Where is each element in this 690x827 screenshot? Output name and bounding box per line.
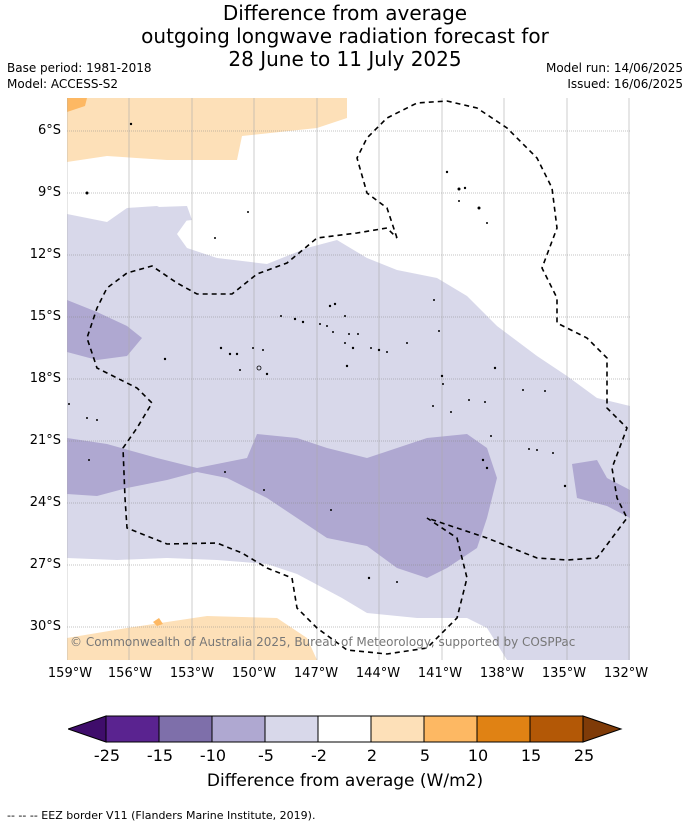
colorbar-tick-label: -2 bbox=[311, 746, 327, 765]
colorbar-tick-label: -25 bbox=[93, 746, 121, 765]
moderate-negative-band bbox=[67, 434, 497, 578]
lon-label-138w: 138°W bbox=[479, 666, 525, 681]
colorbar-tick-label: 2 bbox=[366, 746, 378, 765]
colorbar-segment bbox=[529, 715, 584, 743]
base-period: Base period: 1981-2018 bbox=[7, 61, 152, 75]
lon-label-132w: 132°W bbox=[603, 666, 649, 681]
colorbar-segment bbox=[476, 715, 531, 743]
weak-negative-anomaly-area bbox=[67, 206, 630, 660]
lat-label-27s: 27°S bbox=[29, 557, 61, 572]
colorbar-tick-label: 25 bbox=[573, 746, 595, 765]
meta-right: Model run: 14/06/2025 Issued: 16/06/2025 bbox=[546, 60, 683, 92]
colorbar-segment bbox=[158, 715, 213, 743]
lon-label-156w: 156°W bbox=[107, 666, 153, 681]
lat-label-24s: 24°S bbox=[29, 495, 61, 510]
colorbar-segment bbox=[264, 715, 319, 743]
colorbar-segment bbox=[211, 715, 266, 743]
moderate-negative-east bbox=[572, 460, 630, 518]
map-panel bbox=[67, 98, 630, 660]
colorbar-segment bbox=[105, 715, 160, 743]
graticule bbox=[67, 98, 630, 660]
colorbar-tick-label: 5 bbox=[419, 746, 431, 765]
lat-label-18s: 18°S bbox=[29, 371, 61, 386]
colorbar-tick-label: 15 bbox=[520, 746, 542, 765]
issued-date: Issued: 16/06/2025 bbox=[567, 77, 683, 91]
colorbar-tick-label: -10 bbox=[199, 746, 227, 765]
colorbar-tick-label: 10 bbox=[467, 746, 489, 765]
colorbar-title: Difference from average (W/m2) bbox=[206, 771, 484, 791]
lon-label-147w: 147°W bbox=[293, 666, 339, 681]
island-markers bbox=[68, 122, 567, 583]
lon-label-150w: 150°W bbox=[231, 666, 277, 681]
strong-positive-anomaly-area bbox=[67, 98, 87, 112]
lat-label-6s: 6°S bbox=[37, 123, 61, 138]
copyright-notice: © Commonwealth of Australia 2025, Bureau… bbox=[70, 635, 576, 649]
lon-label-135w: 135°W bbox=[541, 666, 587, 681]
lon-label-141w: 141°W bbox=[417, 666, 463, 681]
colorbar-segment bbox=[317, 715, 372, 743]
colorbar-tick-label: -5 bbox=[258, 746, 274, 765]
eez-border bbox=[86, 100, 628, 655]
title-line-3: 28 June to 11 July 2025 bbox=[228, 47, 462, 71]
lat-label-9s: 9°S bbox=[37, 185, 61, 200]
lat-label-21s: 21°S bbox=[29, 433, 61, 448]
lat-label-30s: 30°S bbox=[29, 619, 61, 634]
positive-anomaly-area bbox=[67, 98, 347, 162]
title-line-2: outgoing longwave radiation forecast for bbox=[141, 24, 549, 48]
lon-label-159w: 159°W bbox=[47, 666, 93, 681]
colorbar-segment bbox=[423, 715, 478, 743]
lat-label-15s: 15°S bbox=[29, 309, 61, 324]
lon-label-144w: 144°W bbox=[355, 666, 401, 681]
lat-label-12s: 12°S bbox=[29, 247, 61, 262]
moderate-negative-west bbox=[67, 300, 142, 360]
map-canvas bbox=[67, 98, 630, 660]
eez-legend-footer: -- -- -- EEZ border V11 (Flanders Marine… bbox=[7, 809, 316, 822]
map-title: Difference from average outgoing longwav… bbox=[0, 2, 690, 71]
positive-anomaly-dot bbox=[153, 618, 163, 626]
colorbar-max-arrow bbox=[582, 715, 623, 743]
title-line-1: Difference from average bbox=[222, 1, 468, 25]
weak-negative-patch bbox=[129, 206, 192, 224]
colorbar-min-arrow bbox=[68, 715, 107, 743]
colorbar-segment bbox=[370, 715, 425, 743]
meta-left: Base period: 1981-2018 Model: ACCESS-S2 bbox=[7, 60, 152, 92]
model-name: Model: ACCESS-S2 bbox=[7, 77, 119, 91]
model-run: Model run: 14/06/2025 bbox=[545, 61, 683, 75]
colorbar bbox=[68, 715, 623, 743]
lon-label-153w: 153°W bbox=[169, 666, 215, 681]
colorbar-tick-label: -15 bbox=[146, 746, 174, 765]
